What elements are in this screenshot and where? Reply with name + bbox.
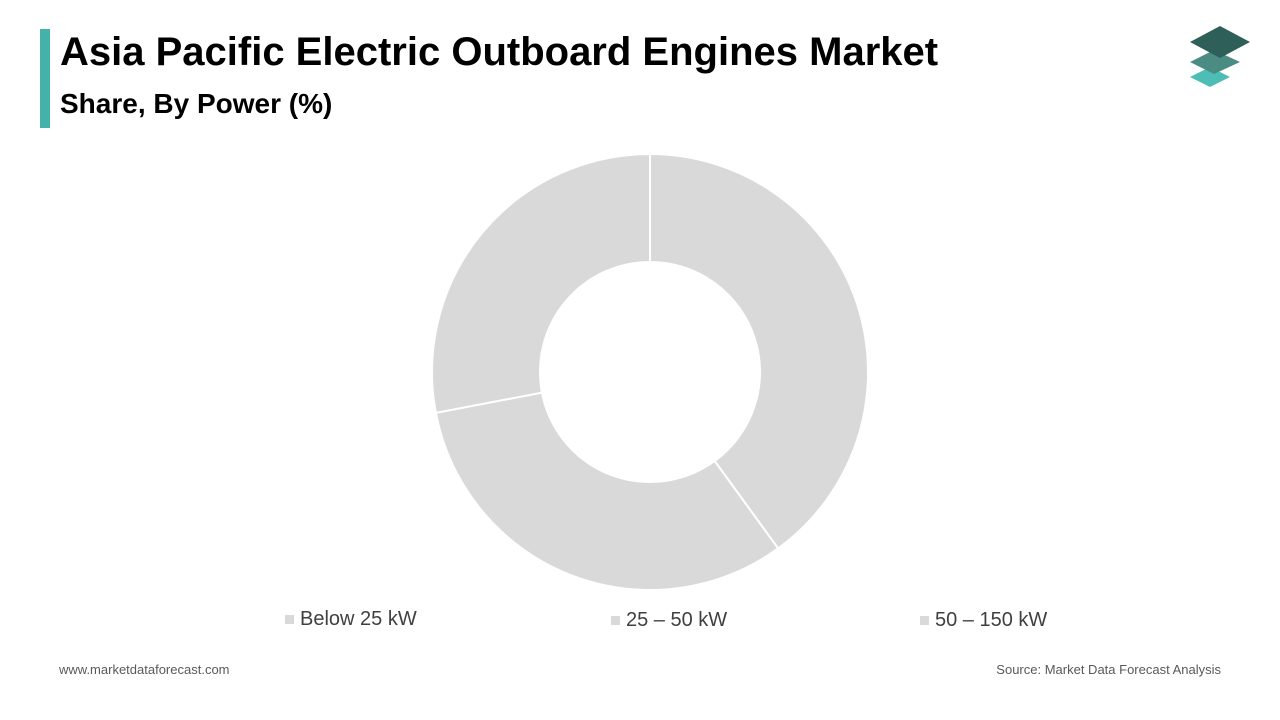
footer-source: Source: Market Data Forecast Analysis	[996, 662, 1221, 677]
legend-item-50-150kw: 50 – 150 kW	[920, 608, 1047, 632]
legend-swatch	[920, 615, 929, 625]
donut-slice-0	[649, 152, 869, 550]
legend-label: 25 – 50 kW	[626, 609, 728, 631]
donut-slice-2	[431, 152, 651, 415]
footer-website: www.marketdataforecast.com	[59, 662, 230, 677]
page-subtitle: Share, By Power (%)	[60, 88, 333, 119]
logo-layer-middle	[1190, 50, 1240, 74]
legend-item-below-25kw: Below 25 kW	[285, 607, 417, 631]
legend-swatch	[285, 614, 294, 624]
stacked-layers-icon	[1190, 26, 1250, 87]
logo-layer-bottom	[1190, 67, 1230, 87]
page-title: Asia Pacific Electric Outboard Engines M…	[60, 30, 939, 74]
donut-slice-1	[434, 391, 780, 591]
legend-swatch	[611, 615, 620, 625]
legend-label: 50 – 150 kW	[935, 609, 1048, 631]
legend-item-25-50kw: 25 – 50 kW	[611, 608, 727, 632]
legend-label: Below 25 kW	[300, 608, 417, 630]
title-accent-bar	[40, 29, 50, 128]
logo-layer-top	[1190, 26, 1250, 58]
